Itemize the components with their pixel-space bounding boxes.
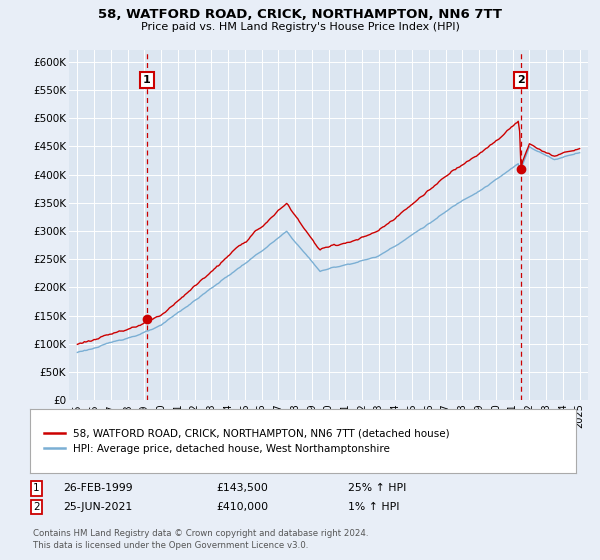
Text: 1: 1 [143,74,151,85]
Text: 26-FEB-1999: 26-FEB-1999 [63,483,133,493]
Text: 1% ↑ HPI: 1% ↑ HPI [348,502,400,512]
Text: £410,000: £410,000 [216,502,268,512]
Text: 25-JUN-2021: 25-JUN-2021 [63,502,132,512]
Text: 25% ↑ HPI: 25% ↑ HPI [348,483,406,493]
Text: Price paid vs. HM Land Registry's House Price Index (HPI): Price paid vs. HM Land Registry's House … [140,22,460,32]
Text: £143,500: £143,500 [216,483,268,493]
Text: 58, WATFORD ROAD, CRICK, NORTHAMPTON, NN6 7TT: 58, WATFORD ROAD, CRICK, NORTHAMPTON, NN… [98,8,502,21]
Text: Contains HM Land Registry data © Crown copyright and database right 2024.
This d: Contains HM Land Registry data © Crown c… [33,529,368,550]
Text: 1: 1 [33,483,40,493]
Text: 2: 2 [517,74,524,85]
Text: 2: 2 [33,502,40,512]
Legend: 58, WATFORD ROAD, CRICK, NORTHAMPTON, NN6 7TT (detached house), HPI: Average pri: 58, WATFORD ROAD, CRICK, NORTHAMPTON, NN… [41,425,453,457]
